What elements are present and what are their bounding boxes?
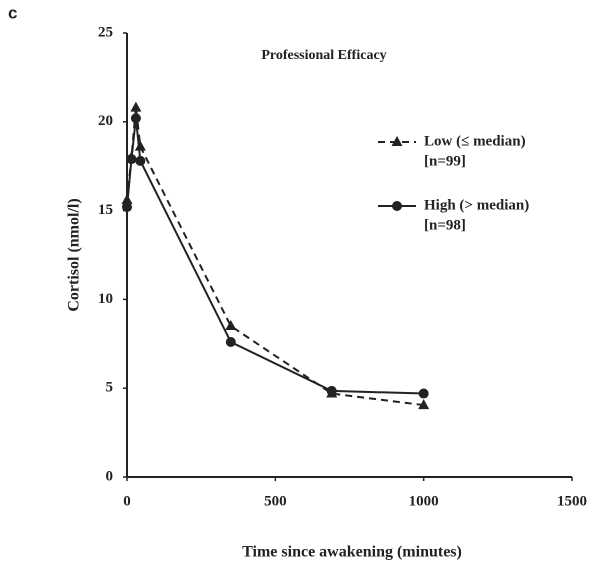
marker xyxy=(326,385,337,396)
x-tick-label: 500 xyxy=(264,493,287,509)
marker xyxy=(122,202,132,213)
marker xyxy=(130,113,141,124)
x-tick-label: 1500 xyxy=(557,493,587,509)
marker xyxy=(134,140,146,151)
legend-marker xyxy=(391,136,403,146)
marker xyxy=(418,399,430,410)
x-axis-label: Time since awakening (minutes) xyxy=(242,544,462,561)
x-tick-label: 0 xyxy=(123,493,131,509)
marker xyxy=(135,155,146,166)
legend-label: High (> median) xyxy=(424,197,529,213)
marker xyxy=(418,388,429,399)
y-tick-label: 20 xyxy=(98,113,113,129)
y-tick-label: 15 xyxy=(98,202,113,218)
marker xyxy=(225,337,236,348)
panel-label: c xyxy=(8,3,17,22)
y-tick-label: 25 xyxy=(98,24,113,40)
legend-note: [n=99] xyxy=(424,153,466,169)
series-line xyxy=(126,107,424,407)
chart-title: Professional Efficacy xyxy=(261,48,386,63)
series-line xyxy=(126,118,424,395)
legend-label: Low (≤ median) xyxy=(424,133,526,149)
marker xyxy=(130,101,142,112)
marker xyxy=(126,154,137,165)
legend-note: [n=98] xyxy=(424,217,466,233)
x-tick-label: 1000 xyxy=(409,493,439,509)
y-tick-label: 0 xyxy=(106,468,114,484)
y-tick-label: 5 xyxy=(106,380,114,396)
y-axis-label: Cortisol (nmol/l) xyxy=(66,198,83,311)
legend-marker xyxy=(392,201,402,211)
y-tick-label: 10 xyxy=(98,291,113,307)
marker xyxy=(225,320,237,331)
